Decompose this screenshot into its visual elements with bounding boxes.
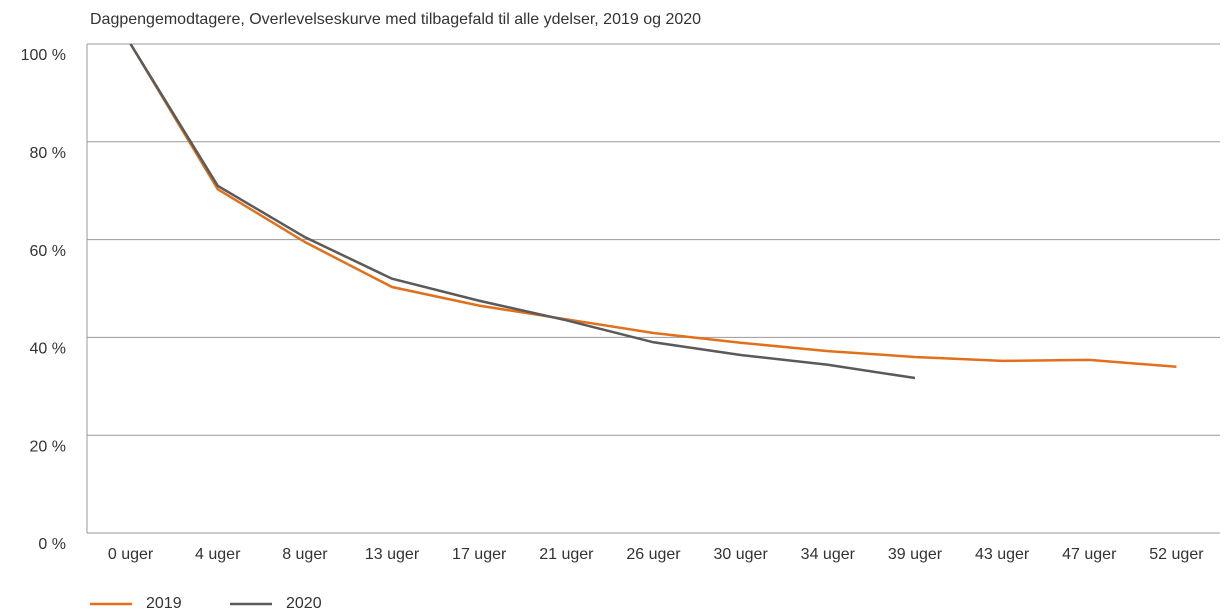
x-tick-label: 39 uger [888, 546, 943, 563]
y-tick-label: 80 % [30, 145, 66, 162]
y-tick-label: 0 % [38, 536, 66, 553]
x-tick-label: 52 uger [1149, 546, 1204, 563]
y-tick-label: 60 % [30, 243, 66, 260]
y-tick-label: 40 % [30, 341, 66, 358]
x-tick-label: 34 uger [801, 546, 856, 563]
x-tick-label: 0 uger [108, 546, 154, 563]
x-tick-label: 13 uger [365, 546, 420, 563]
x-tick-label: 47 uger [1062, 546, 1117, 563]
legend-label: 2020 [286, 595, 322, 612]
x-tick-label: 8 uger [282, 546, 328, 563]
legend-label: 2019 [146, 595, 182, 612]
line-series [129, 43, 916, 380]
x-tick-label: 43 uger [975, 546, 1030, 563]
y-tick-label: 100 % [21, 47, 66, 64]
x-tick-label: 30 uger [714, 546, 769, 563]
line-series [129, 43, 1177, 368]
chart-title: Dagpengemodtagere, Overlevelseskurve med… [90, 11, 701, 28]
x-tick-label: 4 uger [195, 546, 241, 563]
x-tick-label: 17 uger [452, 546, 507, 563]
x-tick-label: 21 uger [539, 546, 594, 563]
x-tick-label: 26 uger [626, 546, 681, 563]
y-tick-label: 20 % [30, 438, 66, 455]
